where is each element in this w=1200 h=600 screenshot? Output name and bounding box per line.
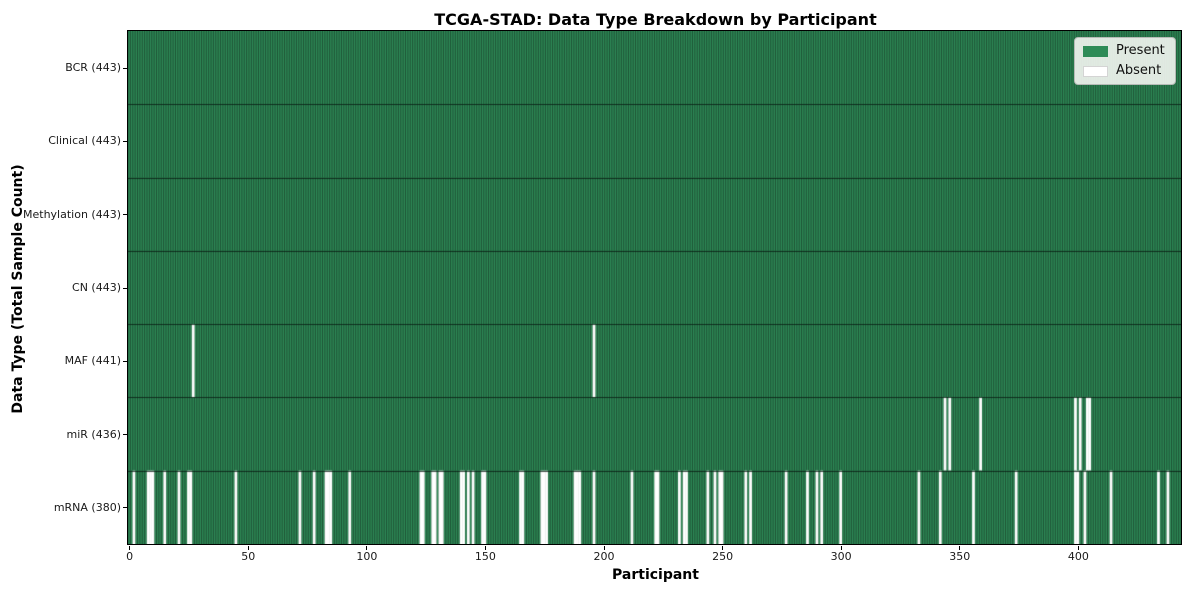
x-tick-label: 50 (241, 550, 256, 563)
legend-absent-swatch (1083, 65, 1108, 77)
legend: Present Absent (1074, 37, 1176, 85)
heatmap-canvas (128, 31, 1181, 544)
legend-item-present: Present (1083, 44, 1167, 58)
legend-present-label: Present (1116, 43, 1165, 58)
y-tick-mark (122, 507, 127, 509)
x-tick-label: 300 (830, 550, 852, 563)
legend-item-absent: Absent (1083, 64, 1167, 78)
y-tick-label: mRNA (380) (53, 500, 121, 514)
x-tick-label: 150 (474, 550, 496, 563)
chart-title: TCGA-STAD: Data Type Breakdown by Partic… (434, 10, 877, 29)
y-tick-mark (122, 360, 127, 362)
x-tick-mark (129, 545, 131, 550)
x-tick-label: 200 (593, 550, 615, 563)
y-tick-mark (122, 67, 127, 69)
y-tick-label: Methylation (443) (23, 207, 121, 221)
x-tick-mark (484, 545, 486, 550)
x-tick-mark (366, 545, 368, 550)
y-tick-mark (122, 214, 127, 216)
y-tick-mark (122, 287, 127, 289)
x-tick-mark (722, 545, 724, 550)
x-tick-mark (840, 545, 842, 550)
legend-absent-label: Absent (1116, 63, 1162, 78)
x-tick-mark (1077, 545, 1079, 550)
plot-area: Present Absent (127, 30, 1182, 545)
y-tick-label: BCR (443) (65, 61, 121, 75)
y-tick-label: MAF (441) (64, 354, 121, 368)
x-tick-label: 100 (356, 550, 378, 563)
x-tick-label: 250 (712, 550, 734, 563)
legend-present-swatch (1083, 45, 1108, 57)
y-tick-mark (122, 140, 127, 142)
y-tick-mark (122, 434, 127, 436)
y-tick-label: Clinical (443) (48, 134, 121, 148)
y-tick-label: miR (436) (66, 427, 122, 441)
x-axis-label: Participant (612, 567, 699, 583)
x-tick-label: 0 (126, 550, 134, 563)
x-tick-label: 350 (949, 550, 971, 563)
x-tick-label: 400 (1067, 550, 1089, 563)
x-tick-mark (603, 545, 605, 550)
y-tick-label: CN (443) (72, 281, 121, 294)
x-tick-mark (247, 545, 249, 550)
x-tick-mark (959, 545, 961, 550)
